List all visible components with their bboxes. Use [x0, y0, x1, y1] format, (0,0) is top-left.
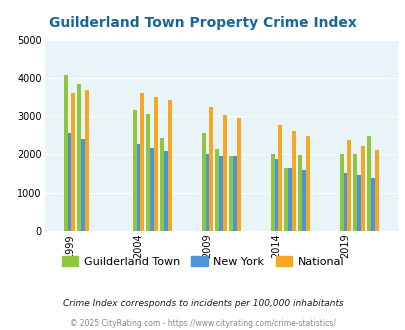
Bar [339, 154, 343, 231]
Bar [136, 144, 140, 231]
Bar [150, 148, 154, 231]
Bar [237, 118, 240, 231]
Bar [81, 139, 85, 231]
Bar [370, 178, 374, 231]
Bar [374, 150, 378, 231]
Bar [229, 155, 232, 231]
Bar [71, 93, 75, 231]
Bar [154, 97, 158, 231]
Bar [360, 146, 364, 231]
Bar [132, 110, 136, 231]
Bar [301, 170, 305, 231]
Bar [288, 168, 292, 231]
Legend: Guilderland Town, New York, National: Guilderland Town, New York, National [57, 252, 348, 272]
Bar [292, 131, 295, 231]
Bar [164, 150, 168, 231]
Bar [67, 133, 71, 231]
Text: Guilderland Town Property Crime Index: Guilderland Town Property Crime Index [49, 16, 356, 30]
Bar [140, 93, 144, 231]
Bar [209, 107, 213, 231]
Bar [215, 149, 219, 231]
Bar [219, 155, 223, 231]
Bar [347, 140, 350, 231]
Bar [356, 175, 360, 231]
Bar [270, 154, 274, 231]
Bar [205, 154, 209, 231]
Bar [343, 173, 347, 231]
Bar [278, 125, 281, 231]
Bar [232, 156, 237, 231]
Bar [146, 114, 150, 231]
Bar [353, 154, 356, 231]
Bar [77, 84, 81, 231]
Bar [305, 136, 309, 231]
Text: Crime Index corresponds to incidents per 100,000 inhabitants: Crime Index corresponds to incidents per… [62, 299, 343, 308]
Bar [85, 90, 89, 231]
Bar [367, 136, 370, 231]
Bar [298, 155, 301, 231]
Bar [223, 115, 226, 231]
Text: © 2025 CityRating.com - https://www.cityrating.com/crime-statistics/: © 2025 CityRating.com - https://www.city… [70, 319, 335, 328]
Bar [64, 75, 67, 231]
Bar [160, 138, 164, 231]
Bar [168, 100, 171, 231]
Bar [284, 168, 288, 231]
Bar [201, 133, 205, 231]
Bar [274, 159, 278, 231]
